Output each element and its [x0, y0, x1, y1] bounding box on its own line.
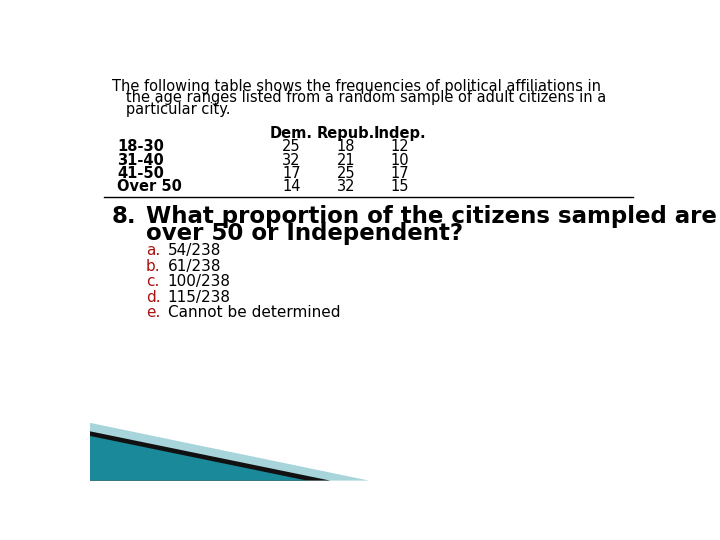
Text: d.: d.: [145, 289, 161, 305]
Text: b.: b.: [145, 259, 161, 274]
Text: 18: 18: [336, 139, 355, 154]
Text: Cannot be determined: Cannot be determined: [168, 305, 340, 320]
Text: 8.: 8.: [112, 205, 136, 228]
Polygon shape: [90, 436, 307, 481]
Text: over 50 or Independent?: over 50 or Independent?: [145, 222, 463, 245]
Text: Dem.: Dem.: [270, 126, 313, 141]
Text: e.: e.: [145, 305, 160, 320]
Text: 31-40: 31-40: [117, 153, 164, 167]
Text: 17: 17: [391, 166, 409, 181]
Text: The following table shows the frequencies of political affiliations in: The following table shows the frequencie…: [112, 79, 600, 93]
Text: Indep.: Indep.: [374, 126, 426, 141]
Text: 32: 32: [336, 179, 355, 194]
Polygon shape: [90, 423, 369, 481]
Text: particular city.: particular city.: [112, 102, 230, 117]
Text: 15: 15: [391, 179, 409, 194]
Text: 18-30: 18-30: [117, 139, 164, 154]
Text: 32: 32: [282, 153, 301, 167]
Text: a.: a.: [145, 244, 160, 259]
Text: 25: 25: [282, 139, 301, 154]
Text: 41-50: 41-50: [117, 166, 164, 181]
Text: Repub.: Repub.: [317, 126, 375, 141]
Text: 10: 10: [391, 153, 409, 167]
Text: 100/238: 100/238: [168, 274, 230, 289]
Text: 14: 14: [282, 179, 301, 194]
Text: 17: 17: [282, 166, 301, 181]
Text: c.: c.: [145, 274, 159, 289]
Text: 54/238: 54/238: [168, 244, 221, 259]
Text: Over 50: Over 50: [117, 179, 182, 194]
Text: 115/238: 115/238: [168, 289, 230, 305]
Polygon shape: [90, 431, 330, 481]
Text: 25: 25: [336, 166, 355, 181]
Text: 21: 21: [336, 153, 355, 167]
Text: the age ranges listed from a random sample of adult citizens in a: the age ranges listed from a random samp…: [112, 90, 606, 105]
Text: What proportion of the citizens sampled are: What proportion of the citizens sampled …: [145, 205, 716, 228]
Text: 61/238: 61/238: [168, 259, 221, 274]
Text: 12: 12: [391, 139, 409, 154]
